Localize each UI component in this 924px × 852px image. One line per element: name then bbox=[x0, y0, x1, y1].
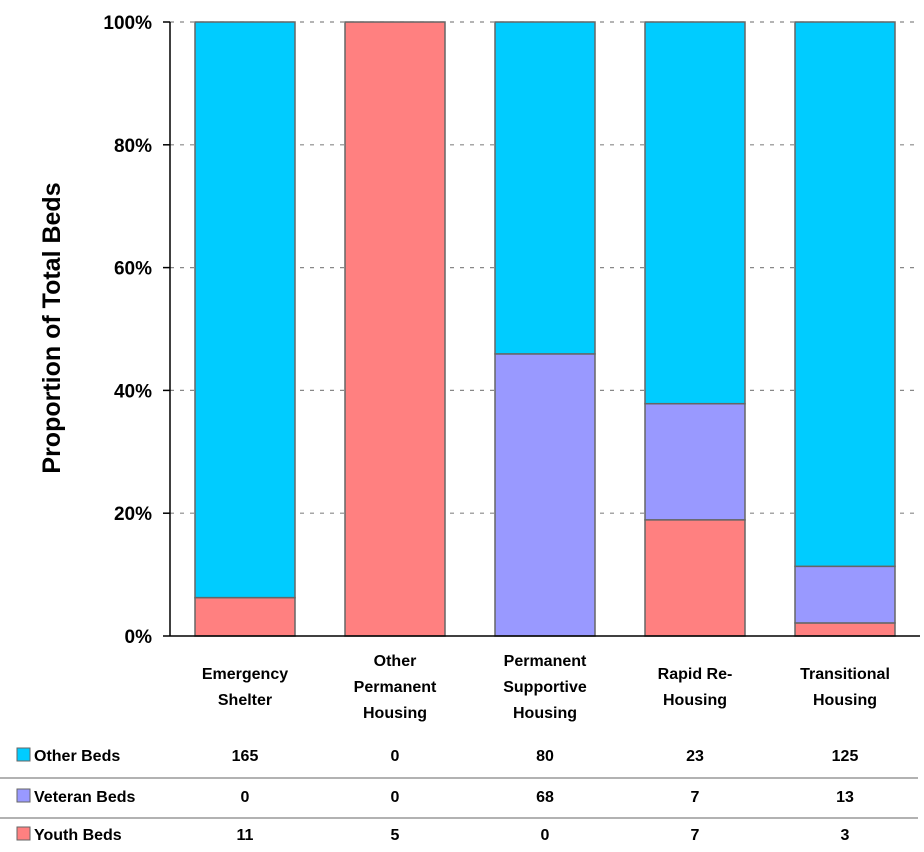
category-label-4-1: Housing bbox=[813, 692, 877, 709]
table-value-other-beds-1: 0 bbox=[391, 748, 400, 765]
category-label-2-2: Housing bbox=[513, 705, 577, 722]
category-label-3-0: Rapid Re- bbox=[658, 666, 733, 683]
table-value-veteran-beds-0: 0 bbox=[241, 789, 250, 806]
category-label-0-0: Emergency bbox=[202, 666, 288, 683]
category-label-1-1: Permanent bbox=[354, 679, 437, 696]
legend-key-other-beds bbox=[16, 747, 31, 762]
bar-other-beds-0 bbox=[194, 21, 296, 599]
y-tick-100: 100% bbox=[103, 13, 152, 34]
category-labels: Emergency Shelter Other Permanent Housing Per… bbox=[202, 653, 890, 722]
y-tick-20: 20% bbox=[114, 504, 152, 525]
y-tick-labels: 0% 20% 40% 60% 80% 100% bbox=[103, 13, 152, 648]
y-tick-80: 80% bbox=[114, 136, 152, 157]
table-value-youth-beds-3: 7 bbox=[691, 827, 700, 844]
legend-key-youth-beds bbox=[16, 826, 31, 841]
table-value-other-beds-3: 23 bbox=[686, 748, 704, 765]
table-value-youth-beds-1: 5 bbox=[391, 827, 400, 844]
table-value-other-beds-2: 80 bbox=[536, 748, 554, 765]
category-label-1-0: Other bbox=[374, 653, 417, 670]
data-table: Other Beds 165 0 80 23 125 Veteran Beds 0 0 68 7 13… bbox=[0, 747, 918, 844]
bar-youth-beds-1 bbox=[344, 21, 446, 637]
category-label-1-2: Housing bbox=[363, 705, 427, 722]
category-label-3-1: Housing bbox=[663, 692, 727, 709]
y-axis-label: Proportion of Total Beds bbox=[38, 182, 66, 473]
bar-veteran-beds-2 bbox=[494, 353, 596, 637]
bar-youth-beds-3 bbox=[644, 519, 746, 637]
table-value-youth-beds-0: 11 bbox=[237, 827, 254, 844]
category-label-0-1: Shelter bbox=[218, 692, 272, 709]
category-label-2-0: Permanent bbox=[504, 653, 587, 670]
bar-other-beds-2 bbox=[494, 21, 596, 355]
table-value-youth-beds-4: 3 bbox=[841, 827, 850, 844]
y-tick-0: 0% bbox=[125, 627, 153, 648]
legend-label-youth-beds: Youth Beds bbox=[34, 827, 122, 844]
y-tick-40: 40% bbox=[114, 381, 152, 402]
legend-key-veteran-beds bbox=[16, 788, 31, 803]
table-value-veteran-beds-3: 7 bbox=[691, 789, 700, 806]
bars bbox=[194, 21, 896, 637]
table-value-youth-beds-2: 0 bbox=[541, 827, 550, 844]
table-value-other-beds-0: 165 bbox=[232, 748, 259, 765]
bar-youth-beds-4 bbox=[794, 622, 896, 637]
bar-youth-beds-0 bbox=[194, 596, 296, 637]
bar-other-beds-3 bbox=[644, 21, 746, 405]
table-value-veteran-beds-4: 13 bbox=[836, 789, 854, 806]
axes bbox=[163, 21, 920, 637]
y-tick-60: 60% bbox=[114, 259, 152, 280]
table-value-other-beds-4: 125 bbox=[832, 748, 859, 765]
table-value-veteran-beds-1: 0 bbox=[391, 789, 400, 806]
legend-label-veteran-beds: Veteran Beds bbox=[34, 789, 135, 806]
bar-veteran-beds-3 bbox=[644, 402, 746, 521]
legend-label-other-beds: Other Beds bbox=[34, 748, 120, 765]
category-label-4-0: Transitional bbox=[800, 666, 890, 683]
category-label-2-1: Supportive bbox=[503, 679, 587, 696]
bar-veteran-beds-4 bbox=[794, 565, 896, 624]
bar-other-beds-4 bbox=[794, 21, 896, 568]
table-value-veteran-beds-2: 68 bbox=[536, 789, 554, 806]
